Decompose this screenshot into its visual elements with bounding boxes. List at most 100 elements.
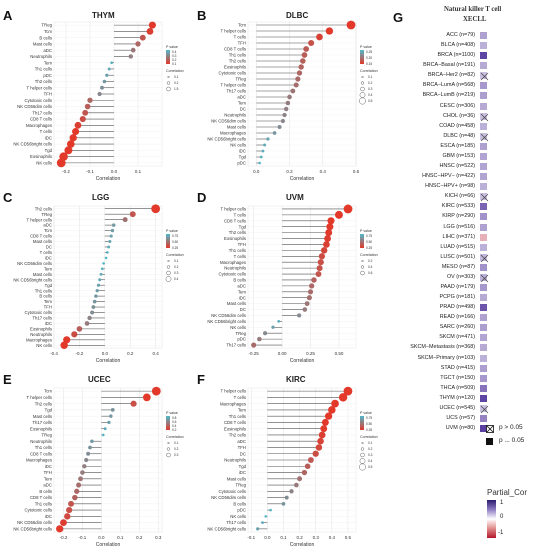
cell-type-label: Neutrophils — [224, 458, 246, 463]
cell-type-label: Cytotoxic cells — [219, 489, 246, 494]
cell-type-label: NK CD56bright cells — [207, 319, 246, 324]
cell-type-label: Cytotoxic cells — [219, 71, 246, 76]
heatmap-cell — [479, 242, 488, 252]
cell-type-label: B cells — [233, 278, 246, 283]
cell-type-label: Cytotoxic cells — [25, 508, 52, 513]
lollipop-chart-c: -0.4 -0.2 0.0 0.2 0.4 Correlation Th2 cellsTRe… — [13, 204, 184, 364]
lollipop-point — [68, 500, 75, 507]
lollipop-point — [316, 33, 323, 41]
cell-type-label: T cells — [40, 129, 52, 134]
lollipop-point — [122, 217, 128, 223]
lollipop-point — [101, 433, 105, 437]
cell-type-label: Th17 cells — [32, 316, 52, 321]
lollipop-point — [130, 47, 136, 53]
heatmap-row-label: BRCA−LumB (n=219) — [422, 92, 475, 99]
cell-type-label: Mast cells — [227, 476, 246, 481]
lollipop-point — [111, 223, 116, 227]
lollipop-point — [263, 143, 267, 147]
heatmap-row-label: LUAD (n=515) — [440, 243, 475, 250]
lollipop-point — [266, 137, 270, 141]
legend-c-tick: 0.2 — [174, 265, 179, 269]
heatmap-row-label: CHOL (n=36) — [442, 112, 475, 119]
x-axis-label: Correlation — [290, 542, 315, 548]
lollipop-point — [110, 228, 115, 233]
x-tick-label: 0.3 — [155, 535, 162, 540]
lollipop-point — [284, 495, 289, 500]
cell-type-label: CD8 T cells — [224, 47, 246, 52]
cell-type-label: Tgd — [45, 408, 53, 413]
x-tick-label: 0.4 — [153, 351, 160, 356]
lollipop-point — [317, 437, 324, 445]
legend-p-tick: 0.25 — [366, 428, 372, 432]
lollipop-point — [107, 420, 111, 425]
cell-type-label: T helper cells — [221, 389, 246, 394]
cell-type-label: Tgd — [239, 464, 247, 469]
cell-type-label: Th2 cells — [35, 206, 52, 211]
panel-e: E UCEC -0.2 -0.1 0.0 0.1 0.2 0.3 Correlation Tc… — [0, 366, 194, 550]
lollipop-point — [109, 414, 113, 418]
cell-type-label: CD8 T cells — [224, 218, 246, 223]
cell-type-label: TFH — [44, 470, 52, 475]
cell-type-label: NK cells — [230, 143, 246, 148]
cell-type-label: NK CD56bright cells — [207, 526, 246, 531]
panel-title-d: UVM — [286, 193, 304, 202]
lollipop-point — [343, 204, 353, 214]
not-significant-cross-icon — [480, 73, 489, 81]
legend-c-tick: 0.3 — [174, 453, 179, 457]
cell-type-label: Macrophages — [26, 123, 52, 128]
heatmap-cell — [479, 293, 488, 303]
lollipop-point — [315, 271, 322, 278]
cell-type-label: Th1 cells — [229, 53, 246, 58]
heatmap-cell — [479, 61, 488, 71]
cell-type-label: Tgd — [239, 155, 247, 160]
legend-c-tick: 0.4 — [368, 265, 373, 269]
heatmap-row-label: GBM (n=153) — [442, 152, 475, 159]
cell-type-label: Th1 cells — [229, 414, 246, 419]
cross-line — [480, 405, 489, 414]
cell-type-label: Th17 cells — [226, 520, 246, 525]
legend-c-title: Correlation — [166, 69, 184, 73]
lollipop-point — [72, 494, 78, 501]
cell-type-label: TReg — [235, 331, 246, 336]
panel-letter-d: D — [197, 190, 207, 205]
panel-b: B DLBC 0.0 0.2 0.4 0.6 Correlation Tcm T helpe… — [194, 0, 388, 184]
heatmap-row-label: KICH (n=66) — [444, 193, 475, 200]
legend-c-circle — [165, 276, 172, 282]
legend-c-tick: 1.5 — [174, 87, 179, 91]
heatmap-cell — [479, 121, 488, 131]
panel-title-f: KIRC — [286, 375, 306, 384]
panel-letter-b: B — [197, 8, 207, 23]
panel-letter-e: E — [3, 372, 12, 387]
legend-p-title: P value — [166, 45, 178, 49]
legend-p-tick: 0.75 — [172, 234, 178, 238]
heatmap-row-label: OV (n=303) — [446, 273, 475, 280]
not-significant-cross-icon — [480, 254, 489, 262]
cell-type-label: T helper cells — [27, 217, 52, 222]
not-significant-cross-icon — [480, 133, 489, 142]
lollipop-point — [320, 247, 328, 254]
cell-type-label: Neutrophils — [30, 439, 52, 444]
legend-p-bar — [360, 416, 364, 430]
lollipop-point — [306, 295, 312, 301]
colorbar — [487, 500, 496, 538]
heatmap-cell — [479, 202, 488, 212]
legend-c-tick: 0.2 — [368, 259, 373, 263]
legend-c-circle — [166, 447, 171, 451]
lollipop-point — [90, 439, 94, 443]
x-tick-label: -0.2 — [62, 169, 70, 174]
cell-type-label: T helper cells — [27, 85, 52, 90]
x-tick-label: -0.25 — [249, 351, 260, 356]
lollipop-point — [142, 393, 151, 402]
lollipop-point — [74, 488, 80, 494]
cell-type-label: T cells — [234, 254, 246, 259]
cell-type-label: Th17 cells — [226, 89, 246, 94]
legend-c-circle — [360, 270, 365, 276]
lollipop-point — [84, 457, 89, 463]
cell-type-label: TReg — [41, 433, 52, 438]
heatmap-title-line2: XECLL — [463, 16, 487, 23]
lollipop-point — [328, 406, 336, 414]
cell-type-label: Neutrophils — [30, 54, 52, 59]
lollipop-point — [95, 288, 99, 293]
cell-type-label: NK cells — [36, 160, 52, 165]
lollipop-point — [87, 97, 93, 103]
